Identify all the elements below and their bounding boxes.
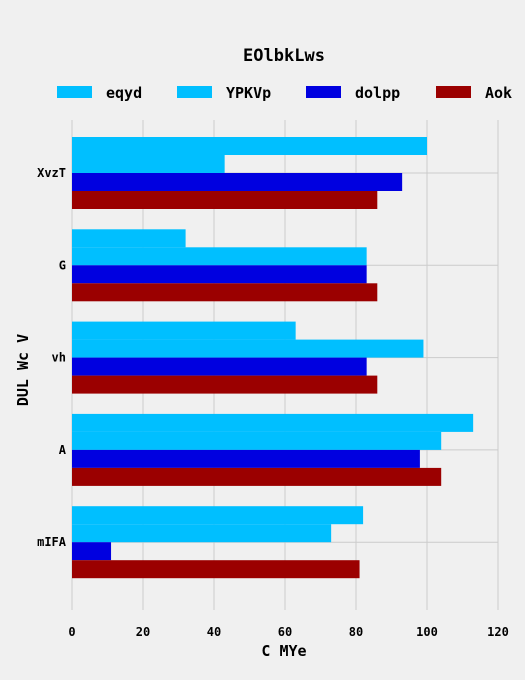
legend-swatch	[177, 86, 212, 98]
legend-swatch	[436, 86, 471, 98]
legend-swatch	[57, 86, 92, 98]
x-axis-label: C MYe	[261, 642, 306, 660]
legend: eqyd YPKVp dolpp Aok	[57, 84, 512, 102]
bar	[72, 375, 378, 394]
legend-label: Aok	[485, 84, 512, 102]
bar	[72, 321, 296, 340]
chart-title: EOlbkLws	[243, 46, 325, 66]
bar	[72, 229, 186, 248]
bar	[72, 524, 332, 543]
bar	[72, 357, 367, 376]
bar	[72, 506, 364, 525]
y-tick-label: vh	[52, 351, 66, 365]
bar	[72, 283, 378, 302]
x-tick-label: 100	[416, 625, 438, 639]
x-tick-label: 80	[349, 625, 363, 639]
bar	[72, 542, 112, 561]
x-tick-label: 120	[487, 625, 509, 639]
bar	[72, 265, 367, 284]
bar	[72, 137, 427, 155]
legend-label: YPKVp	[226, 84, 271, 102]
bar	[72, 467, 442, 486]
y-tick-label: A	[59, 443, 67, 457]
bar	[72, 247, 367, 266]
bar	[72, 413, 474, 432]
legend-label: dolpp	[355, 84, 400, 102]
x-tick-label: 40	[207, 625, 221, 639]
x-tick-label: 0	[68, 625, 75, 639]
bar	[72, 191, 378, 209]
bar	[72, 449, 420, 468]
bar	[72, 560, 360, 579]
bar	[72, 339, 424, 358]
legend-label: eqyd	[106, 84, 142, 102]
bar	[72, 173, 403, 191]
y-tick-label: mIFA	[37, 535, 67, 549]
y-axis-label: DUL Wc V	[14, 334, 32, 406]
bar	[72, 431, 442, 450]
x-tick-label: 60	[278, 625, 292, 639]
y-tick-label: G	[59, 258, 66, 272]
legend-swatch	[306, 86, 341, 98]
y-tick-label: XvzT	[37, 166, 66, 180]
bar	[72, 155, 225, 173]
x-tick-label: 20	[136, 625, 150, 639]
